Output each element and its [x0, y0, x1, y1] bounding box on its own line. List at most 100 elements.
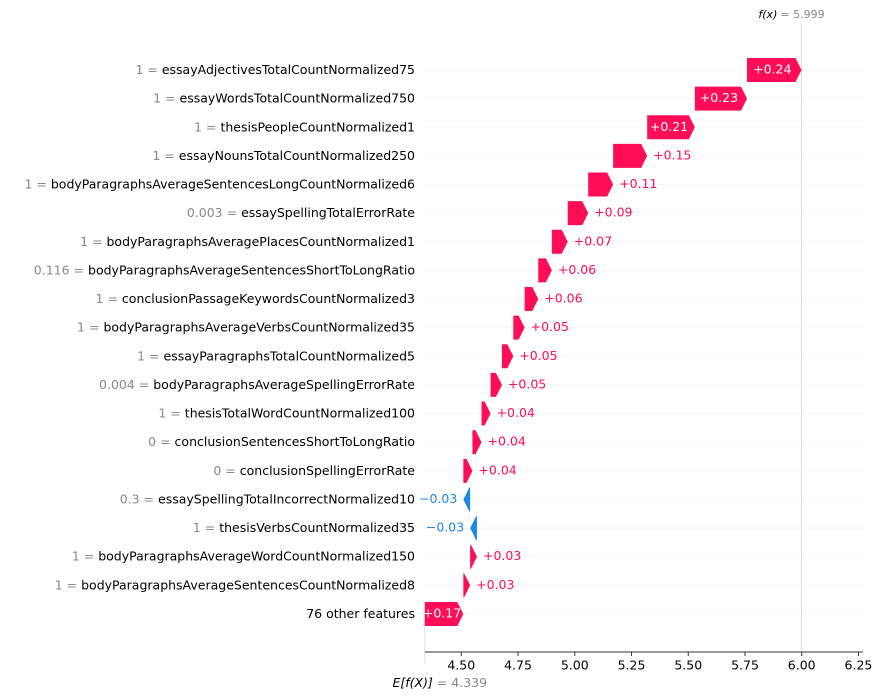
x-tick-label: 5.75 [731, 658, 759, 673]
feature-label: 1 = bodyParagraphsAverageSentencesCountNo… [55, 577, 415, 592]
x-tick-label: 4.50 [447, 658, 475, 673]
feature-name: conclusionSpellingErrorRate [240, 462, 416, 477]
x-tick-label: 6.25 [845, 658, 873, 673]
feature-label: 1 = bodyParagraphsAverageSentencesLongCou… [24, 176, 415, 191]
feature-label: 1 = thesisTotalWordCountNormalized100 [158, 405, 415, 420]
bar [538, 258, 552, 283]
feature-label: 1 = essayAdjectivesTotalCountNormalized75 [135, 62, 415, 77]
output-name: f(x) [758, 8, 777, 21]
bar [490, 372, 502, 397]
feature-name: essaySpellingTotalIncorrectNormalized10 [158, 491, 415, 506]
feature-name: bodyParagraphsAverageSentencesLongCountN… [51, 176, 415, 191]
feature-value: 0 = [148, 434, 170, 449]
feature-label: 1 = thesisVerbsCountNormalized35 [193, 520, 415, 535]
feature-name: bodyParagraphsAverageSentencesShortToLon… [88, 262, 415, 277]
value-label: +0.06 [558, 262, 596, 277]
value-label: −0.03 [426, 520, 464, 535]
feature-value: 1 = [96, 291, 118, 306]
bar [513, 315, 525, 340]
feature-label: 1 = essayNounsTotalCountNormalized250 [152, 147, 415, 162]
value-label: +0.17 [423, 605, 461, 620]
feature-label: 1 = bodyParagraphsAverageWordCountNormali… [72, 548, 415, 563]
value-label: +0.05 [519, 348, 557, 363]
bar [463, 573, 471, 598]
x-tick-label: 6.00 [788, 658, 816, 673]
bar [747, 58, 802, 82]
value-label: +0.09 [594, 205, 632, 220]
feature-label: 1 = essayParagraphsTotalCountNormalized5 [137, 348, 415, 363]
value-label: +0.04 [497, 405, 535, 420]
feature-name: essayAdjectivesTotalCountNormalized75 [162, 62, 415, 77]
value-label: +0.11 [619, 176, 657, 191]
feature-name: 76 other features [306, 605, 415, 620]
value-label: +0.03 [476, 577, 514, 592]
value-label: +0.05 [531, 319, 569, 334]
feature-name: bodyParagraphsAverageVerbsCountNormalize… [103, 319, 415, 334]
x-tick-label: 4.75 [504, 658, 532, 673]
feature-name: bodyParagraphsAverageSentencesCountNorma… [81, 577, 415, 592]
value-label: +0.06 [544, 291, 582, 306]
bar [463, 487, 471, 512]
feature-value: 0.003 = [187, 205, 237, 220]
feature-value: 1 = [193, 520, 215, 535]
x-tick-label: 5.00 [561, 658, 589, 673]
feature-value: 1 = [24, 176, 46, 191]
value-label: +0.07 [574, 233, 612, 248]
feature-label: 1 = thesisPeopleCountNormalized1 [194, 119, 415, 134]
feature-value: 0 = [213, 462, 235, 477]
feature-label: 1 = bodyParagraphsAverageVerbsCountNormal… [77, 319, 415, 334]
feature-value: 1 = [135, 62, 157, 77]
value-label: +0.21 [650, 119, 688, 134]
feature-label: 1 = conclusionPassageKeywordsCountNormali… [96, 291, 415, 306]
feature-value: 1 = [77, 319, 99, 334]
bar [424, 601, 464, 626]
feature-label: 0.003 = essaySpellingTotalErrorRate [187, 205, 415, 220]
bar [647, 115, 695, 140]
feature-name: essaySpellingTotalErrorRate [241, 205, 415, 220]
feature-name: conclusionPassageKeywordsCountNormalized… [122, 291, 415, 306]
feature-label: 76 other features [306, 605, 415, 620]
value-label: +0.03 [483, 548, 521, 563]
feature-name: thesisTotalWordCountNormalized100 [185, 405, 415, 420]
value-label: +0.05 [508, 376, 546, 391]
bar [470, 516, 477, 541]
bar [551, 229, 568, 254]
value-label: +0.23 [700, 90, 738, 105]
value-label: +0.24 [753, 62, 791, 77]
base-value: = 4.339 [437, 675, 487, 690]
output-value: = 5.999 [780, 8, 824, 21]
feature-label: 1 = essayWordsTotalCountNormalized750 [153, 90, 415, 105]
feature-label: 0 = conclusionSpellingErrorRate [213, 462, 415, 477]
feature-value: 1 = [158, 405, 180, 420]
feature-value: 1 = [72, 548, 94, 563]
feature-value: 0.004 = [99, 376, 149, 391]
bar [613, 143, 648, 168]
feature-label: 0.3 = essaySpellingTotalIncorrectNormaliz… [120, 491, 415, 506]
bar [481, 401, 491, 426]
feature-name: essayParagraphsTotalCountNormalized5 [164, 348, 415, 363]
feature-name: bodyParagraphsAverageSpellingErrorRate [153, 376, 415, 391]
feature-name: thesisVerbsCountNormalized35 [219, 520, 415, 535]
value-label: +0.04 [478, 462, 516, 477]
feature-value: 1 = [153, 90, 175, 105]
feature-value: 1 = [55, 577, 77, 592]
bar [694, 86, 748, 111]
bar [588, 172, 614, 197]
value-label: −0.03 [419, 491, 457, 506]
base-label: E[f(X)] = 4.339 [392, 675, 487, 690]
x-tick-label: 5.25 [618, 658, 646, 673]
bar [567, 201, 589, 226]
value-label: +0.15 [653, 147, 691, 162]
feature-name: conclusionSentencesShortToLongRatio [175, 434, 415, 449]
feature-value: 0.3 = [120, 491, 154, 506]
bar [524, 287, 539, 312]
feature-value: 0.116 = [34, 262, 84, 277]
output-label: f(x) = 5.999 [758, 8, 824, 21]
feature-value: 1 = [80, 233, 102, 248]
feature-value: 1 = [152, 147, 174, 162]
feature-label: 0 = conclusionSentencesShortToLongRatio [148, 434, 415, 449]
feature-value: 1 = [194, 119, 216, 134]
feature-value: 1 = [137, 348, 159, 363]
base-name: E[f(X)] [392, 675, 432, 690]
